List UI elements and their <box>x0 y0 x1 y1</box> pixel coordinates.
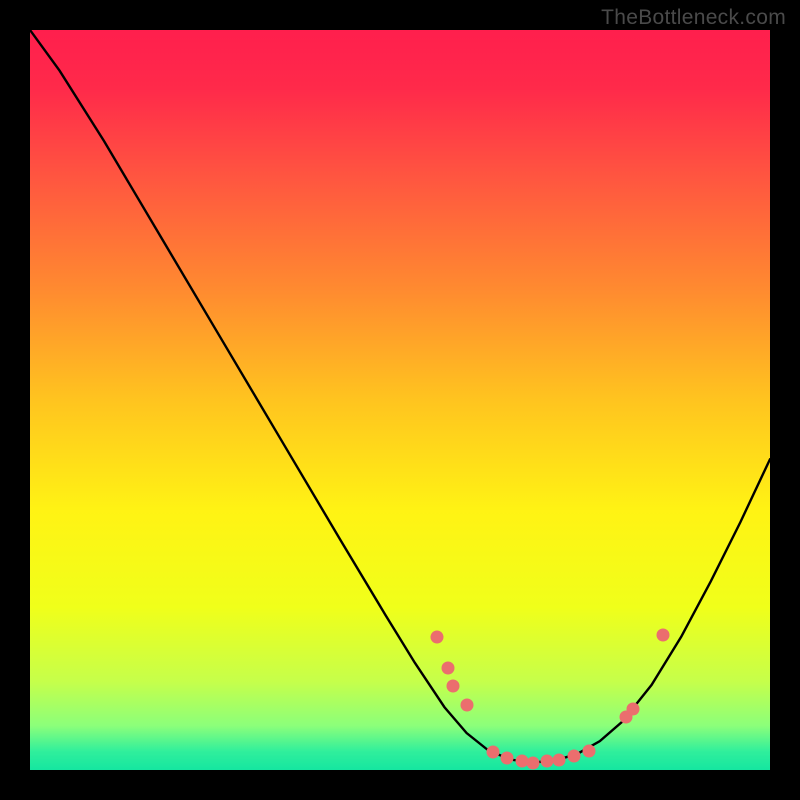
data-marker <box>627 703 640 716</box>
data-marker <box>656 629 669 642</box>
bottleneck-curve <box>30 30 770 770</box>
data-marker <box>540 755 553 768</box>
plot-area <box>30 30 770 770</box>
watermark-text: TheBottleneck.com <box>601 6 786 30</box>
curve-path <box>30 30 770 763</box>
chart-frame: TheBottleneck.com <box>0 0 800 800</box>
data-marker <box>567 749 580 762</box>
data-marker <box>527 756 540 769</box>
data-marker <box>553 753 566 766</box>
data-marker <box>442 661 455 674</box>
data-marker <box>447 679 460 692</box>
data-marker <box>582 744 595 757</box>
data-marker <box>501 752 514 765</box>
data-marker <box>460 698 473 711</box>
data-marker <box>486 746 499 759</box>
data-marker <box>431 630 444 643</box>
